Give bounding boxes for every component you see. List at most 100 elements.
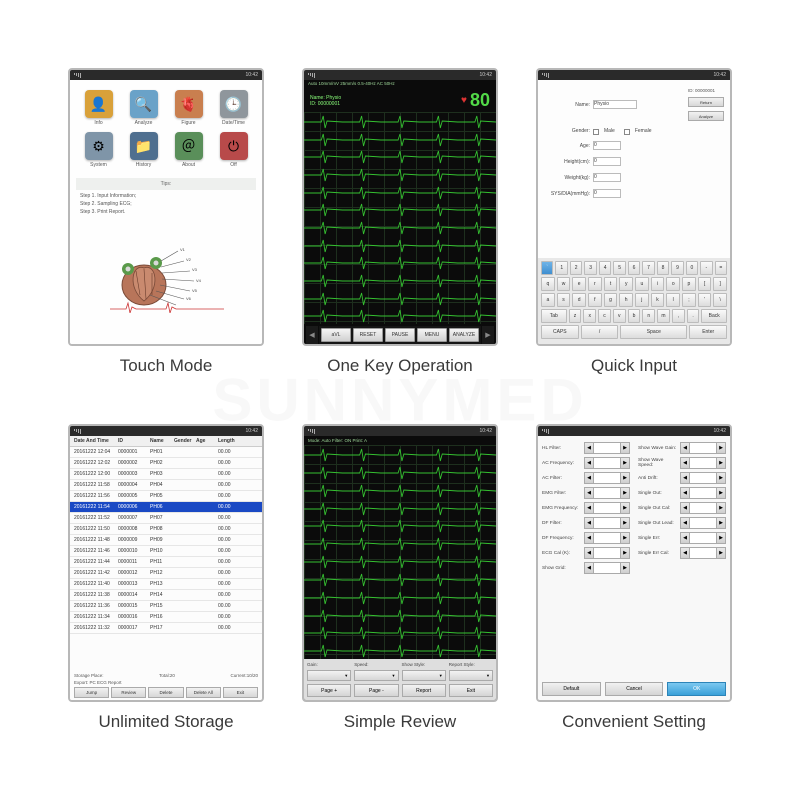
- spinner-singleerr[interactable]: ◀▶: [680, 532, 726, 544]
- select-showstyle[interactable]: ▼: [402, 670, 446, 681]
- table-row[interactable]: 20161222 11:540000006PH0600.00: [70, 502, 262, 513]
- key-0[interactable]: 0: [686, 261, 698, 275]
- spinner-showwavespeed[interactable]: ◀▶: [680, 457, 726, 469]
- table-row[interactable]: 20161222 12:040000001PH0100.00: [70, 447, 262, 458]
- key--[interactable]: -: [700, 261, 712, 275]
- weight-input[interactable]: 0: [593, 173, 621, 182]
- select-gain[interactable]: ▼: [307, 670, 351, 681]
- delete-all-button[interactable]: Delete All: [186, 687, 221, 698]
- default-button[interactable]: Default: [542, 682, 601, 696]
- review-button[interactable]: Review: [111, 687, 146, 698]
- table-row[interactable]: 20161222 11:400000013PH1300.00: [70, 579, 262, 590]
- key-s[interactable]: s: [557, 293, 571, 307]
- key-/[interactable]: /: [581, 325, 619, 339]
- key-g[interactable]: g: [604, 293, 618, 307]
- spinner-showgrid[interactable]: ◀▶: [584, 562, 630, 574]
- table-row[interactable]: 20161222 12:020000002PH0200.00: [70, 458, 262, 469]
- key-l[interactable]: l: [666, 293, 680, 307]
- key-5[interactable]: 5: [613, 261, 625, 275]
- female-checkbox[interactable]: [624, 129, 630, 135]
- key-][interactable]: ]: [713, 277, 727, 291]
- exit-button[interactable]: Exit: [223, 687, 258, 698]
- spinner-dffrequency[interactable]: ◀▶: [584, 532, 630, 544]
- reset-button[interactable]: RESET: [353, 328, 383, 342]
- key-'[interactable]: ': [698, 293, 712, 307]
- key-.[interactable]: .: [687, 309, 700, 323]
- key-t[interactable]: t: [604, 277, 618, 291]
- pause-button[interactable]: PAUSE: [385, 328, 415, 342]
- key-8[interactable]: 8: [657, 261, 669, 275]
- key-u[interactable]: u: [635, 277, 649, 291]
- key-\[interactable]: \: [713, 293, 727, 307]
- age-input[interactable]: 0: [593, 141, 621, 150]
- height-input[interactable]: 0: [593, 157, 621, 166]
- key-;[interactable]: ;: [682, 293, 696, 307]
- key-n[interactable]: n: [642, 309, 655, 323]
- spinner-dffilter[interactable]: ◀▶: [584, 517, 630, 529]
- key-a[interactable]: a: [541, 293, 555, 307]
- report-button[interactable]: Report: [402, 684, 446, 697]
- spinner-acfrequency[interactable]: ◀▶: [584, 457, 630, 469]
- app-icon-figure[interactable]: 🫀Figure: [168, 90, 209, 126]
- spinner-singleerrcal[interactable]: ◀▶: [680, 547, 726, 559]
- app-icon-analyze[interactable]: 🔍Analyze: [123, 90, 164, 126]
- key-enter[interactable]: Enter: [689, 325, 727, 339]
- table-row[interactable]: 20161222 11:380000014PH1400.00: [70, 590, 262, 601]
- table-row[interactable]: 20161222 11:360000015PH1500.00: [70, 601, 262, 612]
- spinner-showwavegain[interactable]: ◀▶: [680, 442, 726, 454]
- cancel-button[interactable]: Cancel: [605, 682, 664, 696]
- key-[[interactable]: [: [698, 277, 712, 291]
- key-m[interactable]: m: [657, 309, 670, 323]
- spinner-acfilter[interactable]: ◀▶: [584, 472, 630, 484]
- scroll-right-icon[interactable]: ▶: [482, 326, 494, 344]
- analyze-button[interactable]: Analyze: [688, 111, 724, 121]
- key-`[interactable]: `: [541, 261, 553, 275]
- spinner-singleout[interactable]: ◀▶: [680, 487, 726, 499]
- key-=[interactable]: =: [715, 261, 727, 275]
- key-e[interactable]: e: [572, 277, 586, 291]
- menu-button[interactable]: MENU: [417, 328, 447, 342]
- delete-button[interactable]: Delete: [148, 687, 183, 698]
- key-back[interactable]: Back: [701, 309, 727, 323]
- spinner-hlfilter[interactable]: ◀▶: [584, 442, 630, 454]
- app-icon-date-time[interactable]: 🕒Date/Time: [213, 90, 254, 126]
- key-,[interactable]: ,: [672, 309, 685, 323]
- page--button[interactable]: Page -: [354, 684, 398, 697]
- ok-button[interactable]: OK: [667, 682, 726, 696]
- key-d[interactable]: d: [572, 293, 586, 307]
- table-row[interactable]: 20161222 11:500000008PH0800.00: [70, 524, 262, 535]
- key-z[interactable]: z: [569, 309, 582, 323]
- key-3[interactable]: 3: [584, 261, 596, 275]
- table-row[interactable]: 20161222 11:460000010PH1000.00: [70, 546, 262, 557]
- key-v[interactable]: v: [613, 309, 626, 323]
- bp-input[interactable]: 0: [593, 189, 621, 198]
- spinner-antidrift[interactable]: ◀▶: [680, 472, 726, 484]
- spinner-ecgcalk[interactable]: ◀▶: [584, 547, 630, 559]
- key-x[interactable]: x: [583, 309, 596, 323]
- app-icon-system[interactable]: ⚙System: [78, 132, 119, 168]
- key-o[interactable]: o: [666, 277, 680, 291]
- table-row[interactable]: 20161222 11:440000011PH1100.00: [70, 557, 262, 568]
- page--button[interactable]: Page +: [307, 684, 351, 697]
- table-row[interactable]: 20161222 11:560000005PH0500.00: [70, 491, 262, 502]
- key-caps[interactable]: CAPS: [541, 325, 579, 339]
- app-icon-about[interactable]: ＠About: [168, 132, 209, 168]
- spinner-singleoutcal[interactable]: ◀▶: [680, 502, 726, 514]
- key-9[interactable]: 9: [671, 261, 683, 275]
- select-speed[interactable]: ▼: [354, 670, 398, 681]
- key-2[interactable]: 2: [570, 261, 582, 275]
- key-q[interactable]: q: [541, 277, 555, 291]
- table-row[interactable]: 20161222 11:580000004PH0400.00: [70, 480, 262, 491]
- exit-button[interactable]: Exit: [449, 684, 493, 697]
- key-7[interactable]: 7: [642, 261, 654, 275]
- key-h[interactable]: h: [619, 293, 633, 307]
- key-i[interactable]: i: [651, 277, 665, 291]
- key-tab[interactable]: Tab: [541, 309, 567, 323]
- key-j[interactable]: j: [635, 293, 649, 307]
- analyze-button[interactable]: ANALYZE: [449, 328, 479, 342]
- key-4[interactable]: 4: [599, 261, 611, 275]
- key-space[interactable]: Space: [620, 325, 687, 339]
- spinner-singleoutlead[interactable]: ◀▶: [680, 517, 726, 529]
- table-row[interactable]: 20161222 11:480000009PH0900.00: [70, 535, 262, 546]
- app-icon-off[interactable]: ⏻Off: [213, 132, 254, 168]
